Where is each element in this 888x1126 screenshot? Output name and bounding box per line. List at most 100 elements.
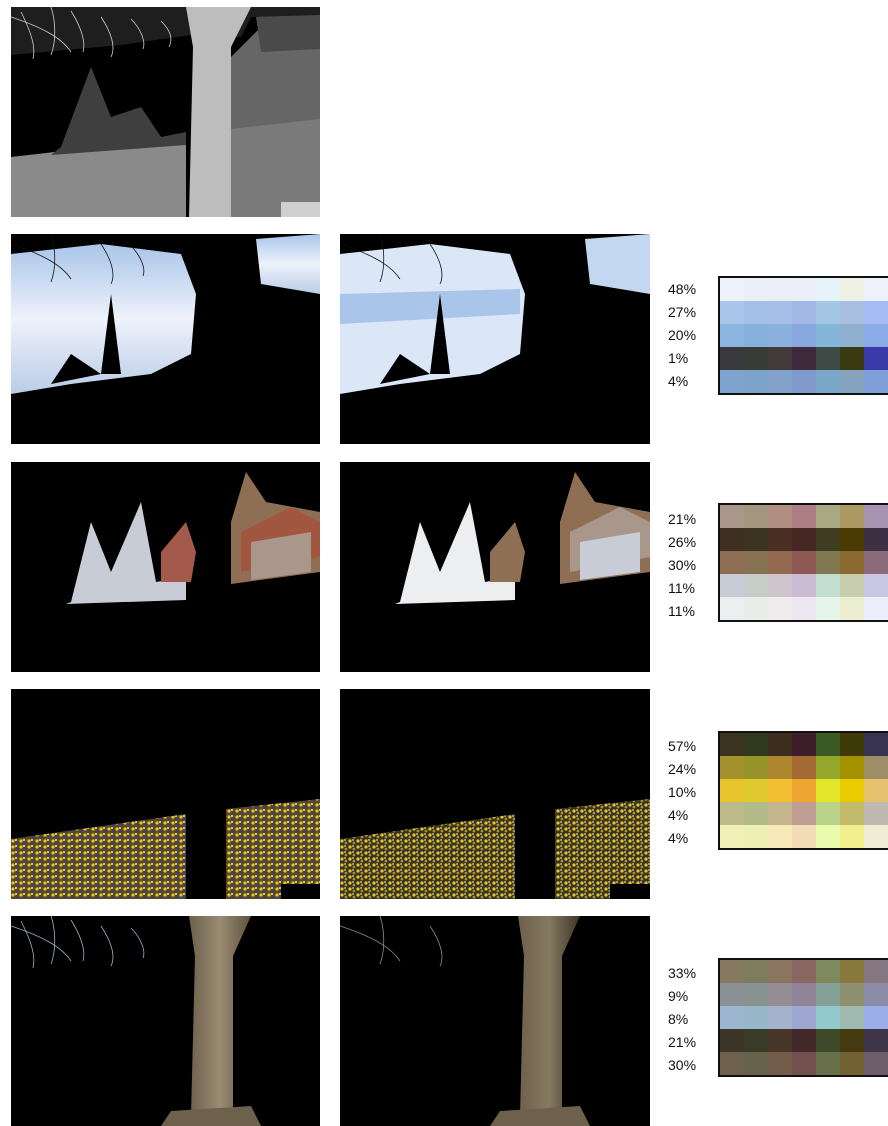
palette-color-cell — [720, 1052, 744, 1075]
palette-color-cell — [816, 1006, 840, 1029]
palette-color-cell — [720, 983, 744, 1006]
palette-row — [720, 505, 888, 528]
palette-color-cell — [744, 756, 768, 779]
palette-color-cell — [792, 779, 816, 802]
segment-original-houses — [11, 462, 320, 672]
palette-color-cell — [720, 802, 744, 825]
palette-color-cell — [768, 505, 792, 528]
palette-color-cell — [744, 574, 768, 597]
palette-row — [720, 1006, 888, 1029]
palette-color-cell — [744, 1006, 768, 1029]
palette-color-cell — [792, 574, 816, 597]
palette-color-cell — [792, 528, 816, 551]
palette-color-cell — [816, 347, 840, 370]
palette-color-cell — [792, 756, 816, 779]
palette-row — [720, 574, 888, 597]
segment-quantized-flowers — [340, 689, 650, 899]
percentage-label: 30% — [668, 557, 697, 573]
percentage-list-tree: 33% 9% 8% 21% 30% — [668, 962, 696, 1077]
palette-color-cell — [744, 1029, 768, 1052]
palette-color-cell — [816, 825, 840, 848]
palette-row — [720, 960, 888, 983]
palette-color-cell — [864, 779, 888, 802]
percentage-list-flowers: 57% 24% 10% 4% 4% — [668, 735, 696, 850]
palette-color-cell — [768, 733, 792, 756]
palette-color-cell — [816, 733, 840, 756]
palette-color-cell — [840, 370, 864, 393]
percentage-label: 48% — [668, 281, 697, 297]
palette-color-cell — [720, 528, 744, 551]
palette-color-cell — [792, 733, 816, 756]
palette-color-cell — [744, 597, 768, 620]
palette-color-cell — [792, 370, 816, 393]
palette-color-cell — [840, 733, 864, 756]
palette-row — [720, 301, 888, 324]
palette-color-cell — [768, 983, 792, 1006]
palette-color-cell — [792, 983, 816, 1006]
percentage-label: 9% — [668, 988, 689, 1004]
palette-row — [720, 324, 888, 347]
palette-color-cell — [864, 1006, 888, 1029]
palette-color-cell — [864, 733, 888, 756]
palette-color-cell — [744, 278, 768, 301]
palette-color-cell — [816, 597, 840, 620]
palette-color-cell — [720, 278, 744, 301]
palette-color-cell — [744, 779, 768, 802]
percentage-label: 11% — [668, 580, 695, 596]
palette-color-cell — [816, 1029, 840, 1052]
palette-color-cell — [792, 1052, 816, 1075]
palette-color-cell — [720, 574, 744, 597]
palette-row — [720, 756, 888, 779]
palette-color-cell — [744, 301, 768, 324]
percentage-label: 33% — [668, 965, 697, 981]
palette-color-cell — [864, 597, 888, 620]
palette-color-cell — [792, 551, 816, 574]
palette-color-cell — [840, 1052, 864, 1075]
palette-color-cell — [720, 324, 744, 347]
palette-color-cell — [816, 983, 840, 1006]
percentage-label: 30% — [668, 1057, 697, 1073]
palette-color-cell — [864, 278, 888, 301]
palette-color-cell — [816, 574, 840, 597]
segment-quantized-sky — [340, 234, 650, 444]
percentage-list-houses: 21% 26% 30% 11% 11% — [668, 508, 696, 623]
palette-color-cell — [816, 528, 840, 551]
color-palette-houses — [718, 503, 888, 622]
palette-color-cell — [840, 301, 864, 324]
palette-row — [720, 983, 888, 1006]
palette-color-cell — [840, 528, 864, 551]
palette-color-cell — [816, 551, 840, 574]
palette-color-cell — [864, 528, 888, 551]
palette-color-cell — [768, 528, 792, 551]
palette-color-cell — [792, 301, 816, 324]
percentage-label: 4% — [668, 807, 689, 823]
palette-color-cell — [840, 551, 864, 574]
palette-color-cell — [816, 324, 840, 347]
palette-color-cell — [864, 301, 888, 324]
palette-row — [720, 528, 888, 551]
palette-color-cell — [792, 324, 816, 347]
palette-color-cell — [720, 1006, 744, 1029]
palette-color-cell — [768, 370, 792, 393]
percentage-label: 20% — [668, 327, 697, 343]
percentage-label: 10% — [668, 784, 697, 800]
palette-color-cell — [744, 1052, 768, 1075]
palette-color-cell — [768, 347, 792, 370]
palette-color-cell — [744, 347, 768, 370]
palette-color-cell — [792, 505, 816, 528]
palette-color-cell — [744, 370, 768, 393]
palette-color-cell — [816, 802, 840, 825]
palette-color-cell — [792, 1029, 816, 1052]
palette-color-cell — [768, 551, 792, 574]
palette-row — [720, 802, 888, 825]
palette-row — [720, 551, 888, 574]
palette-color-cell — [864, 960, 888, 983]
palette-color-cell — [840, 324, 864, 347]
palette-color-cell — [720, 756, 744, 779]
palette-row — [720, 825, 888, 848]
palette-color-cell — [840, 347, 864, 370]
color-palette-sky — [718, 276, 888, 395]
palette-color-cell — [720, 960, 744, 983]
palette-color-cell — [768, 1029, 792, 1052]
palette-color-cell — [840, 983, 864, 1006]
